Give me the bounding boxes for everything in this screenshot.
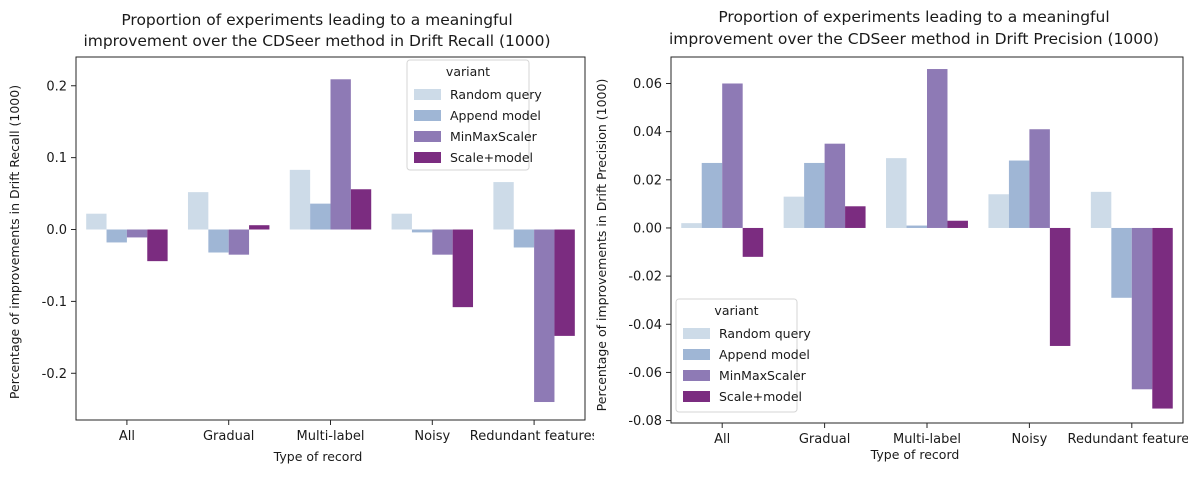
- bar-scale-model-noisy: [1049, 227, 1071, 346]
- chart-title-line-1: Proportion of experiments leading to a m…: [121, 11, 512, 29]
- bar-append-model-multi-label: [906, 225, 927, 228]
- y-tick-label: 0.0: [46, 223, 67, 238]
- bar-minmaxscaler-noisy: [1029, 129, 1050, 228]
- chart-drift-recall: Proportion of experiments leading to a m…: [0, 0, 599, 473]
- legend-label-minmaxscaler: MinMaxScaler: [450, 129, 538, 144]
- y-tick-label: -0.2: [42, 367, 67, 382]
- legend-swatch-scale-model: [414, 152, 441, 163]
- bar-minmaxscaler-noisy: [432, 229, 453, 255]
- legend-swatch-minmaxscaler: [683, 370, 710, 381]
- legend-box: [675, 298, 798, 413]
- x-tick-label: All: [714, 432, 730, 447]
- legend-label-scale-model: Scale+model: [719, 389, 802, 404]
- y-tick-label: -0.1: [42, 295, 67, 310]
- legend-label-minmaxscaler: MinMaxScaler: [719, 368, 807, 383]
- bar-random-query-all: [681, 223, 702, 228]
- legend-label-random-query: Random query: [719, 326, 811, 341]
- legend-swatch-scale-model: [683, 391, 710, 402]
- y-tick-label: 0.2: [46, 79, 67, 94]
- x-tick-label: Redundant features: [470, 429, 594, 444]
- bar-append-model-redundant-features: [513, 229, 535, 248]
- x-tick-label: Redundant features: [1068, 432, 1188, 447]
- y-axis-label: Percentage of improvements in Drift Prec…: [594, 79, 609, 412]
- legend-swatch-random-query: [414, 89, 441, 100]
- y-tick-label: 0.00: [633, 221, 662, 236]
- bar-minmaxscaler-multi-label: [927, 69, 948, 228]
- bar-append-model-all: [106, 229, 127, 243]
- bar-minmaxscaler-multi-label: [330, 79, 351, 230]
- x-tick-label: All: [119, 429, 135, 444]
- bar-append-model-noisy: [1008, 160, 1030, 228]
- bar-random-query-noisy: [391, 213, 412, 230]
- bar-minmaxscaler-gradual: [228, 229, 250, 255]
- bar-random-query-multi-label: [886, 158, 907, 228]
- legend-label-scale-model: Scale+model: [450, 150, 533, 165]
- legend-swatch-append-model: [414, 110, 441, 121]
- legend-label-random-query: Random query: [450, 87, 542, 102]
- plot-area: -0.08 -0.06 -0.04 -0.02 0.00 0.02 0.04 0.06 All G…: [628, 56, 1188, 447]
- x-tick-label: Gradual: [203, 429, 254, 444]
- legend: variant Random query Append model MinMaxSca…: [406, 59, 542, 171]
- bar-minmaxscaler-gradual: [824, 143, 846, 228]
- bar-random-query-all: [86, 213, 107, 230]
- bar-append-model-gradual: [804, 162, 825, 228]
- y-tick-label: -0.04: [628, 318, 662, 333]
- chart-drift-recall-svg: Proportion of experiments leading to a m…: [7, 11, 599, 464]
- legend-title: variant: [714, 303, 758, 318]
- bar-random-query-noisy: [988, 194, 1009, 228]
- bar-random-query-gradual: [783, 196, 805, 228]
- chart-drift-precision-svg: Proportion of experiments leading to a m…: [594, 8, 1188, 462]
- legend-title: variant: [446, 64, 490, 79]
- bar-scale-model-redundant-features: [554, 229, 575, 336]
- x-tick-label: Multi-label: [297, 429, 365, 444]
- y-tick-label: -0.08: [628, 414, 662, 429]
- legend: variant Random query Append model MinMaxSca…: [675, 298, 811, 413]
- bar-append-model-multi-label: [310, 203, 331, 230]
- legend-swatch-append-model: [683, 349, 710, 360]
- x-tick-label: Gradual: [799, 432, 850, 447]
- y-tick-label: -0.06: [628, 366, 662, 381]
- bar-scale-model-multi-label: [350, 189, 372, 230]
- x-tick-label: Noisy: [1012, 432, 1048, 447]
- bar-scale-model-noisy: [452, 229, 474, 308]
- bar-scale-model-gradual: [845, 206, 866, 228]
- plot-area: -0.2 -0.1 0.0 0.1 0.2 All Gradual Multi-label No…: [42, 56, 599, 444]
- x-axis-label: Type of record: [870, 447, 960, 462]
- bar-append-model-noisy: [411, 229, 433, 233]
- y-tick-label: 0.1: [46, 151, 67, 166]
- legend-box: [406, 59, 530, 171]
- chart-title-line-1: Proportion of experiments leading to a m…: [718, 8, 1109, 26]
- y-axis-label: Percentage of improvements in Drift Reca…: [7, 85, 22, 399]
- x-tick-label: Multi-label: [893, 432, 961, 447]
- legend-swatch-minmaxscaler: [414, 131, 441, 142]
- bar-scale-model-gradual: [249, 225, 270, 230]
- bar-random-query-multi-label: [289, 169, 311, 230]
- chart-title-line-2: improvement over the CDSeer method in Dr…: [83, 32, 550, 50]
- y-tick-label: 0.02: [633, 173, 662, 188]
- bar-scale-model-redundant-features: [1152, 227, 1173, 409]
- bar-append-model-redundant-features: [1111, 227, 1132, 298]
- bar-minmaxscaler-redundant-features: [534, 229, 555, 403]
- bar-scale-model-multi-label: [947, 220, 968, 228]
- y-tick-label: 0.04: [633, 125, 662, 140]
- bar-minmaxscaler-all: [722, 83, 743, 228]
- y-tick-label: -0.02: [628, 270, 662, 285]
- x-tick-label: Noisy: [414, 429, 450, 444]
- bar-random-query-gradual: [187, 192, 209, 230]
- bar-scale-model-all: [147, 229, 168, 262]
- x-axis-label: Type of record: [273, 449, 363, 464]
- bar-minmaxscaler-all: [126, 229, 148, 238]
- chart-title-line-2: improvement over the CDSeer method in Dr…: [669, 30, 1159, 48]
- bar-append-model-all: [701, 162, 723, 228]
- legend-label-append-model: Append model: [719, 347, 810, 362]
- legend-swatch-random-query: [683, 328, 710, 339]
- bar-random-query-redundant-features: [1090, 191, 1112, 228]
- bar-append-model-gradual: [208, 229, 229, 253]
- legend-label-append-model: Append model: [450, 108, 541, 123]
- bar-minmaxscaler-redundant-features: [1131, 227, 1153, 390]
- bar-scale-model-all: [742, 227, 764, 257]
- bar-random-query-redundant-features: [493, 182, 514, 230]
- chart-drift-precision: Proportion of experiments leading to a m…: [594, 0, 1188, 473]
- y-tick-label: 0.06: [633, 77, 662, 92]
